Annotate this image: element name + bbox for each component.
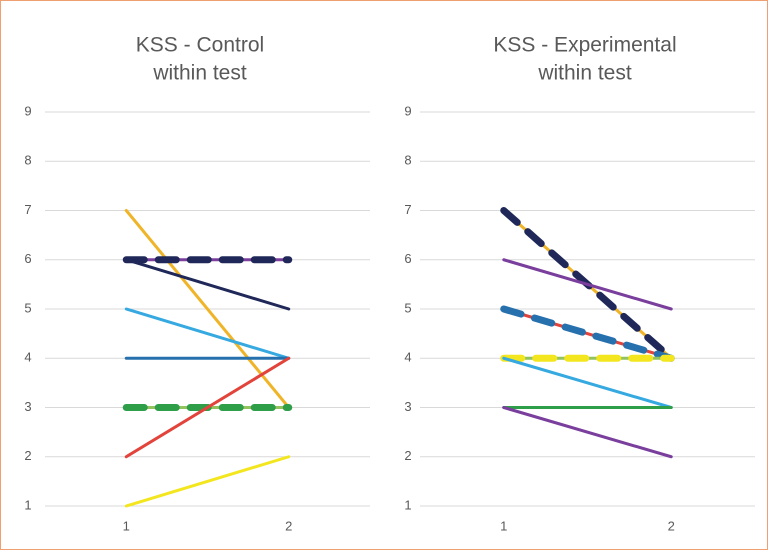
y-tick-label: 3 (24, 399, 31, 414)
y-tick-label: 6 (404, 251, 411, 266)
y-tick-label: 5 (404, 300, 411, 315)
y-tick-label: 6 (24, 251, 31, 266)
y-tick-label: 9 (24, 103, 31, 118)
chart-title: KSS - Control (136, 34, 264, 57)
series-line (124, 356, 291, 459)
y-tick-label: 3 (404, 399, 411, 414)
chart-title: within test (152, 62, 247, 85)
chart-title: within test (537, 62, 632, 85)
series-line (502, 258, 673, 311)
series-line (124, 307, 291, 360)
series-line (502, 406, 673, 459)
y-tick-label: 5 (24, 300, 31, 315)
chart-title: KSS - Experimental (493, 34, 676, 57)
x-tick-label: 1 (123, 518, 130, 533)
y-tick-label: 4 (404, 350, 411, 365)
y-tick-label: 1 (24, 497, 31, 512)
x-tick-label: 2 (285, 518, 292, 533)
y-tick-label: 2 (404, 448, 411, 463)
series-line (502, 356, 673, 409)
y-tick-label: 2 (24, 448, 31, 463)
y-tick-label: 7 (24, 202, 31, 217)
series-line (500, 305, 675, 362)
series-line (124, 455, 291, 508)
x-tick-label: 1 (500, 518, 507, 533)
y-tick-label: 7 (404, 202, 411, 217)
y-tick-label: 4 (24, 350, 31, 365)
series-line (124, 258, 291, 311)
y-tick-label: 1 (404, 497, 411, 512)
y-tick-label: 9 (404, 103, 411, 118)
x-tick-label: 2 (668, 518, 675, 533)
y-tick-label: 8 (24, 153, 31, 168)
y-tick-label: 8 (404, 153, 411, 168)
